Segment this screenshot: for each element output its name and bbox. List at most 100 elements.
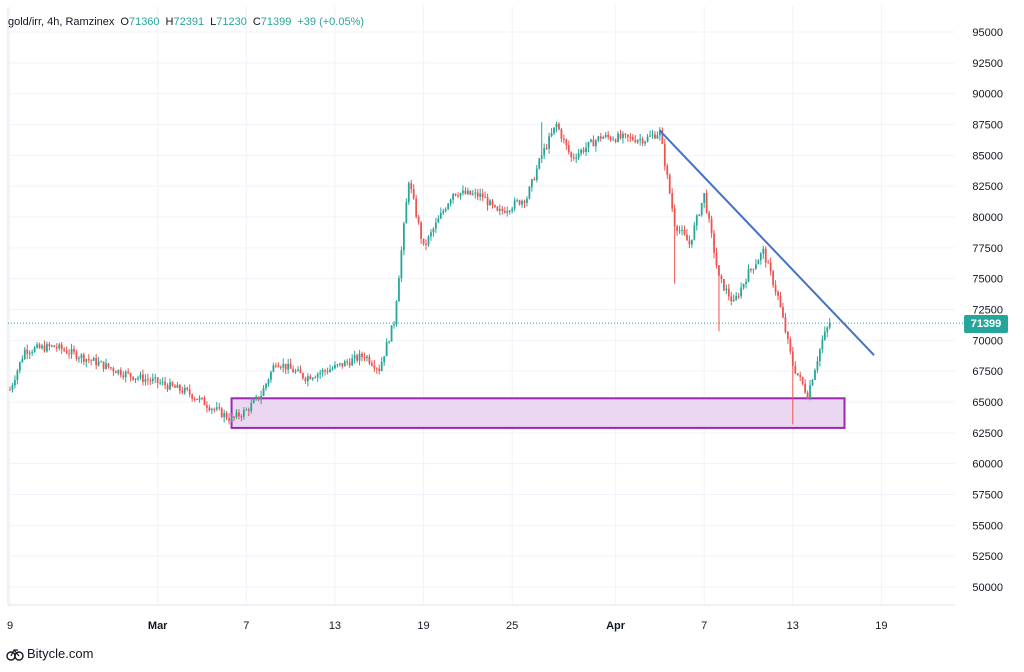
candle-body (641, 138, 644, 144)
candle-body (11, 385, 14, 390)
candle-body (292, 368, 294, 373)
candle-body (215, 407, 218, 410)
candle-body (678, 230, 681, 232)
candle-body (53, 345, 56, 347)
candle-body (58, 344, 61, 349)
candle-body (612, 139, 615, 141)
candle-body (624, 133, 627, 135)
candle-body (26, 349, 29, 354)
candle-body (700, 202, 703, 215)
candle-body (481, 193, 484, 197)
candle-body (262, 388, 265, 396)
candle-body (274, 365, 277, 367)
candle-body (599, 136, 602, 139)
candle-body (326, 371, 329, 373)
candle-body (597, 136, 600, 141)
candle-body (213, 408, 216, 410)
last-price-badge: 71399 (964, 315, 1008, 333)
candle-body (644, 141, 647, 144)
candle-body (560, 129, 563, 139)
candle-body (708, 212, 711, 219)
candle-body (695, 215, 698, 226)
candle-body (316, 373, 319, 378)
y-tick-label: 62500 (972, 428, 1003, 440)
candle-body (666, 165, 669, 175)
candle-body (282, 363, 285, 368)
chart-grid (7, 6, 955, 605)
candle-body (639, 138, 642, 141)
candle-body (114, 371, 117, 374)
candle-body (46, 344, 48, 352)
y-tick-label: 67500 (972, 366, 1003, 378)
chart-axes: 9500092500900008750085000825008000077500… (7, 27, 1003, 632)
candle-body (154, 377, 157, 379)
candle-body (331, 368, 334, 370)
candle-body (658, 129, 661, 136)
candle-body (565, 139, 568, 146)
candle-body (235, 412, 238, 418)
candle-body (107, 363, 110, 368)
candle-body (353, 355, 356, 359)
y-tick-label: 75000 (972, 274, 1003, 286)
candle-body (757, 260, 760, 265)
candle-body (240, 416, 243, 418)
candle-body (117, 369, 120, 374)
x-tick-label: 19 (417, 620, 429, 632)
candle-body (196, 398, 198, 400)
candle-body (110, 367, 112, 369)
candle-body (407, 183, 410, 203)
candle-body (393, 324, 395, 326)
candle-body (656, 135, 659, 139)
candle-body (208, 407, 211, 411)
candle-body (92, 358, 95, 361)
candle-body (622, 133, 624, 139)
candle-body (562, 138, 565, 140)
candle-body (690, 239, 693, 245)
candle-body (80, 354, 83, 359)
candle-body (434, 222, 437, 229)
x-tick-label: 25 (506, 620, 518, 632)
candle-body (516, 200, 519, 202)
candle-body (267, 379, 270, 384)
candle-body (68, 353, 70, 355)
candle-body (540, 155, 543, 159)
y-tick-label: 52500 (972, 551, 1003, 563)
candle-body (681, 229, 683, 231)
candle-body (341, 363, 344, 367)
candle-body (321, 370, 324, 373)
candle-body (558, 123, 560, 130)
candle-body (506, 211, 509, 213)
close-value: 71399 (260, 16, 292, 28)
candle-body (166, 385, 169, 390)
candle-body (518, 200, 521, 205)
candle-body (754, 264, 757, 269)
candle-body (183, 387, 186, 393)
candle-body (590, 139, 592, 142)
candle-body (169, 382, 171, 390)
candle-body (314, 377, 317, 379)
candle-body (759, 253, 762, 261)
candle-body (90, 359, 93, 361)
candle-body (134, 378, 137, 380)
candle-body (668, 174, 671, 194)
brand-name: Bitycle.com (27, 646, 94, 661)
candle-body (617, 133, 619, 142)
candle-body (715, 252, 718, 266)
candle-body (555, 123, 558, 128)
candle-body (250, 403, 253, 412)
candle-body (491, 200, 494, 206)
candle-body (16, 370, 19, 381)
symbol-legend: gold/irr, 4h, Ramzinex O 71360 H 72391 L… (8, 16, 370, 28)
candle-body (671, 193, 674, 209)
candle-body (710, 218, 713, 234)
candle-body (811, 379, 814, 386)
candle-body (279, 366, 282, 368)
candle-body (585, 147, 587, 152)
high-value: 72391 (173, 16, 205, 28)
candle-body (651, 134, 654, 136)
candle-body (513, 200, 516, 209)
candle-body (646, 136, 649, 142)
candle-body (742, 283, 745, 288)
bitycle-logo-icon (6, 648, 24, 661)
